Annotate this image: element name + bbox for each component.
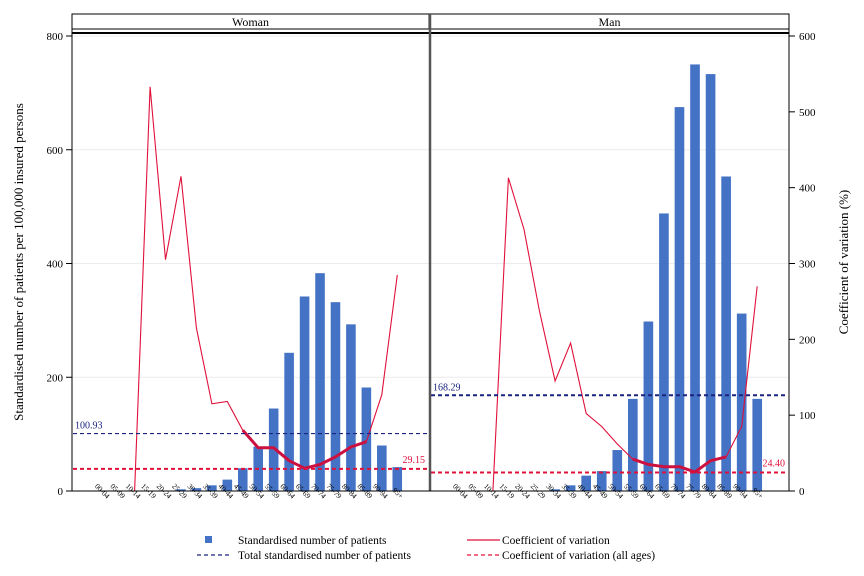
bars-layer [176, 64, 763, 491]
bar [643, 321, 654, 491]
y-left-tick-label: 600 [47, 145, 64, 157]
bar [207, 485, 217, 491]
bar [752, 398, 763, 491]
total-label: 100.93 [75, 421, 103, 432]
y-right-tick-label: 200 [799, 334, 816, 346]
y-right-tick-label: 500 [799, 107, 816, 119]
panel-title: Man [599, 15, 621, 29]
bar [299, 296, 310, 491]
bar [705, 74, 716, 491]
cv-all-label: 29.15 [403, 455, 426, 466]
bar [346, 324, 356, 491]
y-right-tick-label: 300 [799, 259, 816, 271]
y-left-tick-label: 800 [47, 31, 64, 43]
bar [284, 352, 294, 491]
panel-title: Woman [232, 15, 269, 29]
bar [237, 468, 248, 491]
y-right-tick-label: 100 [799, 410, 816, 422]
bar [315, 273, 325, 491]
legend-swatch-bars [205, 536, 212, 543]
cv-highlight-line [632, 455, 727, 474]
bar [392, 467, 403, 491]
bar [268, 408, 279, 491]
total-label: 168.29 [433, 382, 461, 393]
bar [612, 450, 623, 491]
bar [565, 485, 576, 491]
y-left-tick-label: 0 [58, 486, 64, 498]
legend-label-bars: Standardised number of patients [238, 535, 387, 547]
lines-layer [73, 86, 788, 492]
bar [736, 313, 747, 491]
y-right-tick-label: 600 [799, 31, 816, 43]
bar [596, 471, 607, 491]
bar [361, 387, 372, 491]
legend-label-cv-all: Coefficient of variation (all ages) [502, 550, 655, 562]
bar [176, 489, 186, 491]
bar [191, 488, 202, 491]
y-axis-right-label: Coefficient of variation (%) [836, 190, 851, 335]
legend: Standardised number of patients Coeffici… [197, 535, 655, 562]
cv-all-label: 24.40 [763, 458, 786, 469]
bar [628, 398, 638, 491]
y-left-tick-label: 200 [47, 372, 64, 384]
bar [581, 475, 591, 491]
bar [690, 64, 700, 491]
bar [659, 213, 669, 491]
bar [674, 107, 685, 491]
cv-line [492, 177, 758, 492]
y-left-tick-label: 400 [47, 259, 64, 271]
legend-label-cv: Coefficient of variation [502, 535, 610, 547]
bar [222, 479, 233, 491]
legend-label-total: Total standardised number of patients [238, 550, 411, 562]
y-right-tick-label: 400 [799, 183, 816, 195]
bar [721, 176, 731, 491]
cv-line [134, 86, 398, 492]
y-axis-left-label: Standardised number of patients per 100,… [11, 103, 26, 421]
bar [550, 489, 560, 491]
y-right-tick-label: 0 [799, 486, 805, 498]
bar [330, 302, 341, 491]
frame-layer [66, 13, 795, 492]
